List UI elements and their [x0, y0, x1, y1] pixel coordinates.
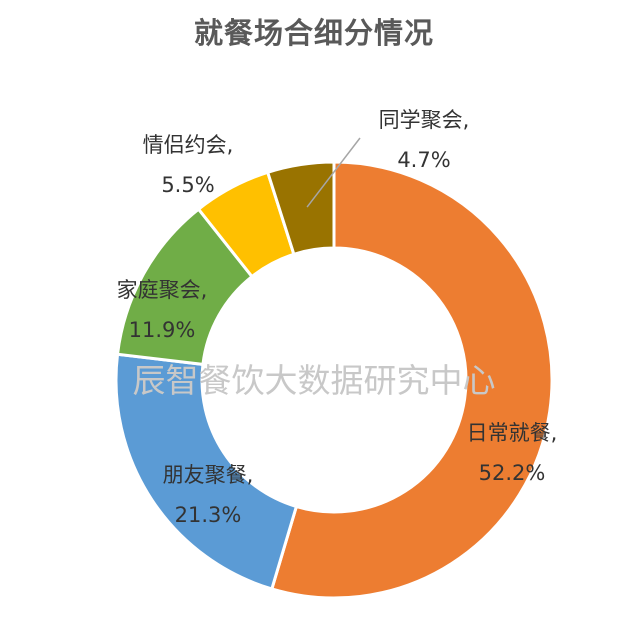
slice-value-label: 5.5% — [161, 173, 214, 197]
slice-name-label: 家庭聚会, — [117, 278, 208, 302]
slice-value-label: 11.9% — [129, 318, 196, 342]
slice-name-label: 同学聚会, — [379, 108, 470, 132]
slice-2 — [114, 352, 299, 591]
slice-name-label: 情侣约会, — [143, 133, 234, 157]
slice-value-label: 21.3% — [175, 503, 242, 527]
slice-name-label: 朋友聚餐, — [163, 463, 254, 487]
leader-line — [306, 137, 361, 208]
watermark: 辰智餐饮大数据研究中心 — [133, 361, 496, 400]
slice-1 — [269, 160, 554, 600]
slice-name-label: 日常就餐, — [467, 421, 558, 445]
slice-value-label: 52.2% — [479, 461, 546, 485]
slice-5 — [265, 160, 336, 257]
slice-value-label: 4.7% — [397, 148, 450, 172]
chart-title: 就餐场合细分情况 — [193, 16, 434, 50]
